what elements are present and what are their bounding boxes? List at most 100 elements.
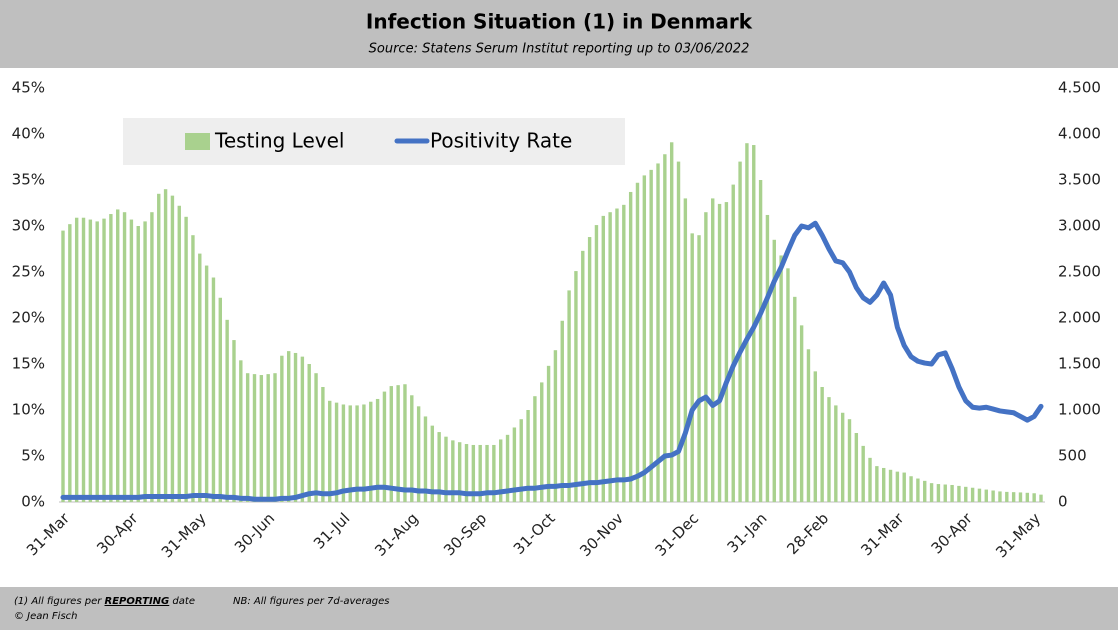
bar bbox=[245, 373, 250, 502]
bar bbox=[950, 484, 954, 502]
bar bbox=[868, 457, 872, 502]
bar bbox=[369, 401, 373, 502]
legend-label: Positivity Rate bbox=[430, 129, 572, 153]
bar bbox=[512, 427, 517, 502]
bar bbox=[731, 184, 735, 502]
bar bbox=[74, 217, 79, 502]
bar bbox=[328, 400, 332, 502]
x-tick-label: 31-Mar bbox=[23, 509, 74, 560]
bar bbox=[998, 491, 1002, 502]
bar bbox=[656, 163, 660, 502]
bar bbox=[861, 445, 865, 502]
bar bbox=[362, 404, 366, 502]
bar bbox=[437, 432, 441, 502]
bar bbox=[102, 218, 106, 502]
bar bbox=[806, 349, 811, 502]
bar bbox=[122, 212, 127, 502]
bar bbox=[587, 237, 592, 503]
x-tick-label: 30-Nov bbox=[576, 509, 627, 560]
bar bbox=[273, 373, 277, 502]
bar bbox=[957, 485, 961, 502]
bar bbox=[485, 444, 489, 502]
bar bbox=[717, 203, 722, 503]
bar bbox=[567, 290, 571, 502]
bar bbox=[170, 195, 175, 502]
bar bbox=[881, 467, 886, 502]
bar bbox=[1005, 491, 1009, 502]
bar bbox=[184, 216, 188, 503]
legend: Testing Level Positivity Rate bbox=[185, 129, 572, 153]
bar bbox=[574, 271, 578, 502]
y2-tick-label: 0 bbox=[1058, 493, 1068, 511]
y-tick-label: 20% bbox=[12, 309, 45, 327]
footnote: (1) All figures per REPORTING date bbox=[14, 596, 195, 607]
bar bbox=[779, 255, 783, 502]
bar bbox=[129, 219, 134, 502]
bar bbox=[444, 436, 448, 502]
bar bbox=[307, 364, 311, 502]
bar bbox=[970, 487, 975, 502]
x-tick-label: 30-Sep bbox=[440, 509, 490, 559]
bar bbox=[232, 340, 236, 502]
y-tick-label: 40% bbox=[12, 125, 45, 143]
x-tick-label: 28-Feb bbox=[783, 509, 832, 558]
bar bbox=[280, 355, 284, 502]
bar bbox=[218, 297, 223, 502]
bar bbox=[300, 356, 305, 502]
bar bbox=[929, 483, 934, 502]
bar bbox=[875, 466, 879, 502]
bar bbox=[259, 375, 264, 502]
bar bbox=[61, 230, 65, 502]
bar bbox=[451, 440, 455, 502]
bar bbox=[786, 268, 790, 502]
bar bbox=[81, 217, 86, 502]
footnote-emphasis: REPORTING bbox=[105, 596, 170, 607]
bar bbox=[553, 350, 558, 502]
x-tick-label: 31-Aug bbox=[371, 509, 422, 560]
bar bbox=[745, 143, 749, 502]
y2-tick-label: 3.500 bbox=[1058, 171, 1101, 189]
bar bbox=[341, 404, 346, 502]
y-tick-label: 25% bbox=[12, 263, 45, 281]
bar bbox=[478, 444, 482, 502]
x-tick-label: 31-Mar bbox=[857, 509, 908, 560]
bar bbox=[1032, 493, 1036, 502]
chart-subtitle: Source: Statens Serum Institut reporting… bbox=[369, 42, 750, 57]
bar bbox=[1025, 492, 1030, 502]
bar bbox=[95, 221, 99, 502]
x-tick-label: 31-Dec bbox=[652, 509, 703, 560]
bar bbox=[423, 416, 428, 502]
bar bbox=[594, 225, 599, 502]
x-tick-label: 31-May bbox=[992, 509, 1044, 561]
bar bbox=[314, 373, 318, 502]
bar bbox=[601, 215, 605, 502]
bar bbox=[765, 214, 770, 502]
y-tick-label: 5% bbox=[21, 447, 45, 465]
bar bbox=[683, 198, 688, 502]
bar bbox=[88, 219, 93, 502]
bar bbox=[416, 406, 421, 502]
bar bbox=[964, 486, 968, 502]
bar bbox=[635, 182, 640, 502]
chart-title: Infection Situation (1) in Denmark bbox=[366, 10, 753, 34]
bar bbox=[204, 265, 209, 502]
bar bbox=[457, 442, 462, 502]
bar bbox=[581, 250, 585, 502]
bar bbox=[191, 235, 195, 502]
bar bbox=[136, 226, 140, 502]
bar bbox=[622, 204, 626, 502]
bar bbox=[471, 444, 476, 502]
bar bbox=[293, 352, 298, 502]
bar bbox=[116, 209, 120, 502]
bar bbox=[649, 169, 653, 502]
bar bbox=[834, 405, 838, 502]
bar bbox=[348, 405, 352, 502]
footnote-text: (1) All figures per bbox=[14, 596, 105, 607]
x-tick-label: 30-Jun bbox=[231, 509, 278, 556]
y-tick-label: 35% bbox=[12, 171, 45, 189]
bar bbox=[704, 212, 708, 502]
bar bbox=[239, 360, 243, 502]
y-tick-label: 45% bbox=[12, 79, 45, 97]
legend-swatch bbox=[185, 133, 210, 150]
y2-tick-label: 2.000 bbox=[1058, 309, 1101, 327]
